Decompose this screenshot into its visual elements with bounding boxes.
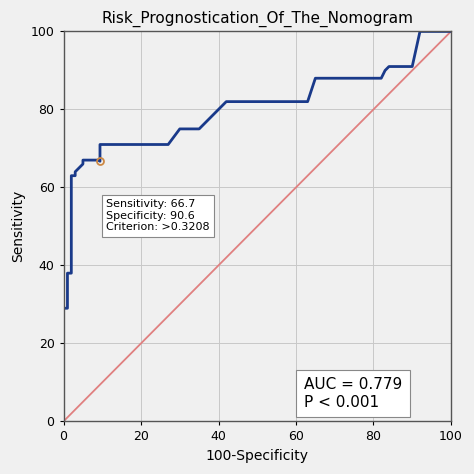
- Title: Risk_Prognostication_Of_The_Nomogram: Risk_Prognostication_Of_The_Nomogram: [101, 11, 413, 27]
- Y-axis label: Sensitivity: Sensitivity: [11, 190, 25, 263]
- X-axis label: 100-Specificity: 100-Specificity: [206, 449, 309, 463]
- Text: Sensitivity: 66.7
Specificity: 90.6
Criterion: >0.3208: Sensitivity: 66.7 Specificity: 90.6 Crit…: [106, 199, 210, 232]
- Text: AUC = 0.779
P < 0.001: AUC = 0.779 P < 0.001: [304, 377, 402, 410]
